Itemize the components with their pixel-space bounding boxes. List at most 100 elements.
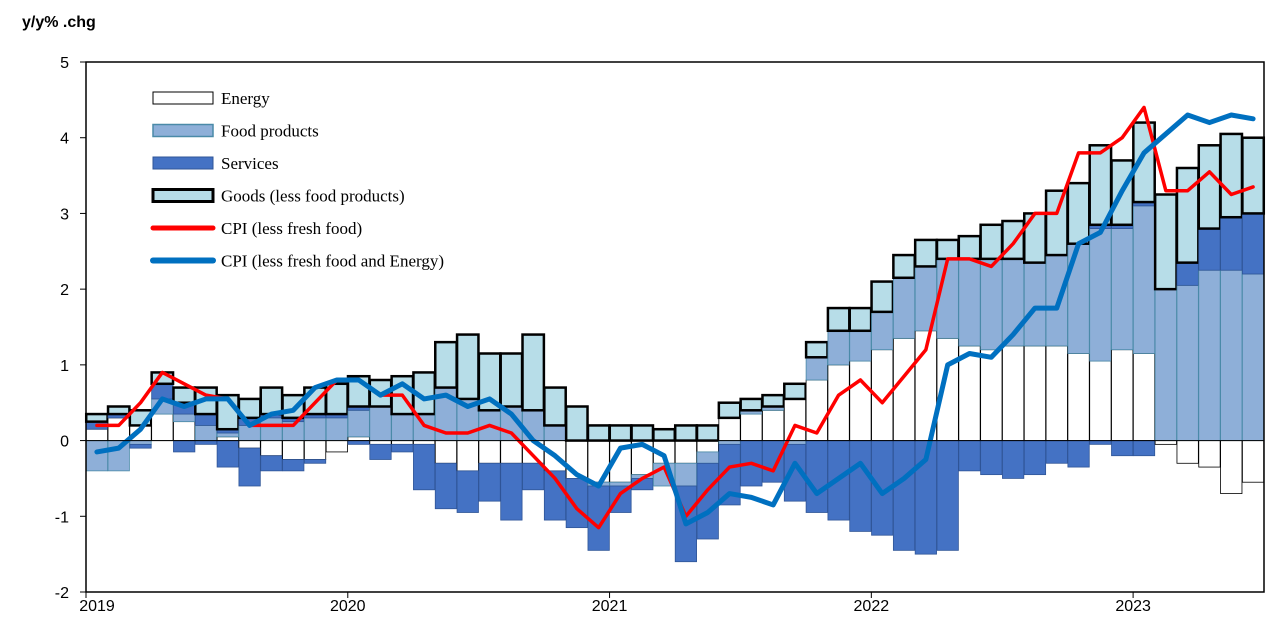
goods-bar (543, 386, 567, 427)
services-bar (980, 440, 1003, 476)
y-axis-label: y/y% .chg (22, 14, 96, 31)
food-bar (958, 258, 981, 347)
services-bar (173, 440, 196, 453)
y-tick-label: 0 (60, 434, 69, 451)
services-bar (1176, 262, 1199, 286)
goods-bar (521, 333, 546, 412)
services-bar (1111, 440, 1134, 457)
services-bar (413, 443, 436, 491)
services-bar (1242, 213, 1265, 275)
x-tick-label: 2021 (592, 598, 628, 615)
goods-bar (434, 340, 458, 389)
goods-bar (848, 306, 873, 333)
energy-bar (718, 417, 741, 441)
services-bar (718, 443, 741, 506)
legend-label: Food products (221, 122, 319, 141)
services-bar (456, 470, 479, 513)
food-bar (1089, 228, 1112, 362)
legend-label: CPI (less fresh food) (221, 219, 362, 238)
energy-bar (1154, 440, 1177, 445)
food-bar (1242, 273, 1265, 441)
energy-bar (1132, 353, 1156, 441)
services-bar (1067, 440, 1090, 468)
goods-bar (172, 386, 197, 404)
services-bar (1198, 228, 1221, 271)
energy-bar (216, 436, 239, 441)
energy-bar (1176, 440, 1199, 464)
energy-bar (762, 409, 785, 441)
y-tick-label: 1 (60, 358, 69, 375)
food-bar (325, 417, 348, 441)
food-bar (347, 409, 370, 438)
energy-bar (391, 440, 414, 445)
services-bar (936, 440, 959, 551)
services-bar (500, 462, 523, 521)
services-bar (849, 440, 872, 532)
goods-bar (1132, 121, 1156, 204)
energy-bar (1198, 440, 1221, 468)
food-bar (85, 440, 109, 472)
legend: Energy Food products Services Goods (less f… (150, 89, 444, 271)
services-bar (958, 440, 981, 472)
energy-bar (107, 417, 130, 441)
energy-bar (740, 413, 763, 441)
energy-bar (85, 428, 109, 441)
goods-bar (739, 397, 764, 412)
goods-bar (761, 393, 786, 408)
services-bar (762, 440, 785, 483)
food-bar (718, 440, 741, 445)
goods-bar (455, 333, 480, 401)
cpi-core-line (94, 112, 1256, 527)
food-bar (696, 451, 719, 464)
energy-bar (151, 413, 174, 441)
energy-bar (1067, 353, 1090, 441)
energy-bar (238, 440, 261, 449)
food-bar (827, 330, 850, 366)
goods-bar (1197, 144, 1222, 230)
food-bar (892, 277, 916, 339)
services-bar (129, 443, 152, 449)
goods-bar (652, 427, 677, 442)
legend-swatch (152, 156, 214, 170)
food-bar (1132, 205, 1156, 354)
energy-bar (1045, 345, 1068, 441)
x-axis: 2019 2020 2021 2022 2023 (79, 592, 1151, 615)
energy-bar (1023, 345, 1047, 441)
services-bar (303, 459, 327, 464)
food-bar (303, 417, 327, 441)
services-bar (194, 440, 218, 445)
energy-bar (980, 349, 1003, 441)
food-bar (543, 425, 567, 441)
food-bar (522, 409, 545, 441)
goods-bar (499, 352, 524, 408)
energy-bar (783, 398, 807, 441)
goods-bar (1241, 136, 1266, 215)
energy-bar (173, 421, 196, 441)
food-bar (129, 440, 152, 445)
legend-label: Services (221, 154, 279, 173)
goods-bar (1153, 193, 1178, 291)
services-bar (194, 413, 218, 426)
food-bar (1111, 228, 1134, 351)
food-bar (674, 462, 697, 487)
legend-label: CPI (less fresh food and Energy) (221, 252, 444, 271)
legend-label: Goods (less food products) (221, 187, 405, 206)
food-bar (1198, 269, 1221, 441)
energy-bar (434, 440, 458, 464)
energy-bar (1089, 360, 1112, 441)
goods-bar (783, 382, 807, 401)
energy-bar (696, 440, 719, 453)
x-tick-label: 2019 (79, 598, 115, 615)
goods-bar (717, 401, 742, 420)
legend-swatch (152, 123, 214, 138)
services-bar (1002, 440, 1025, 479)
services-bar (805, 440, 828, 513)
services-bar (565, 478, 588, 529)
goods-bar (106, 405, 131, 416)
energy-bar (500, 440, 523, 464)
energy-bar (1242, 440, 1265, 483)
x-tick-label: 2020 (330, 598, 366, 615)
food-bar (936, 258, 959, 339)
food-bar (216, 432, 239, 438)
energy-bar (674, 440, 697, 464)
